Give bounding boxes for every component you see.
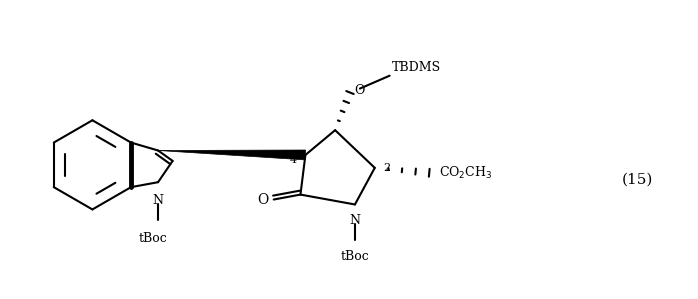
Text: N: N — [350, 214, 360, 228]
Text: CO$_2$CH$_3$: CO$_2$CH$_3$ — [439, 165, 493, 181]
Text: O: O — [354, 84, 364, 97]
Text: tBoc: tBoc — [341, 250, 369, 263]
Text: O: O — [257, 193, 269, 207]
Text: (15): (15) — [622, 173, 653, 187]
Text: 4: 4 — [290, 155, 297, 165]
Text: N: N — [153, 194, 163, 207]
Polygon shape — [158, 150, 306, 160]
Text: TBDMS: TBDMS — [392, 61, 440, 74]
Text: 2: 2 — [383, 163, 390, 173]
Text: tBoc: tBoc — [139, 232, 168, 245]
